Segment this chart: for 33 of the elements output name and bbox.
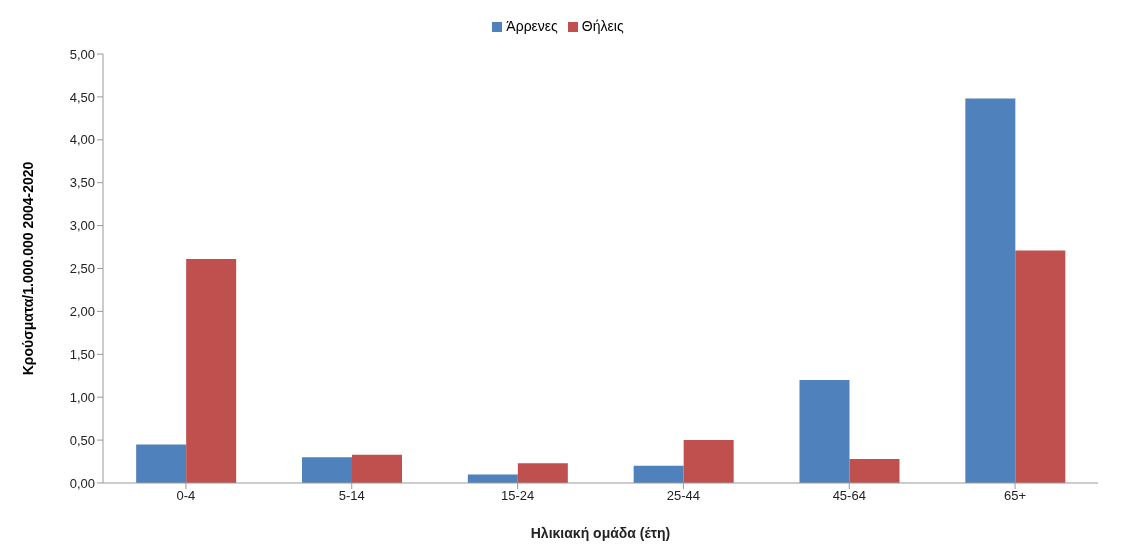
y-tick-label: 2,50 [69,261,95,277]
y-tick-label: 3,50 [69,175,95,191]
bar [1015,250,1066,483]
x-axis-title: Ηλικιακή ομάδα (έτη) [530,525,671,541]
y-tick-label: 2,00 [69,304,95,320]
x-tick-label: 5-14 [338,488,365,504]
y-tick-label: 4,00 [69,132,95,148]
bar [186,259,237,483]
y-tick-label: 3,00 [69,218,95,234]
bar [352,454,402,483]
bar [136,444,187,483]
bar [799,380,850,483]
bar [965,98,1016,483]
y-axis-title: Κρούσματα/1.000.000 2004-2020 [19,161,36,376]
y-tick-label: 1,50 [69,346,95,362]
y-tick-label: 4,50 [69,89,95,105]
y-tick-label: 0,50 [69,432,95,448]
legend-label: Θήλεις [581,18,624,34]
y-tick-label: 0,00 [69,475,95,491]
bar [467,474,518,483]
x-tick-label: 65+ [1004,488,1027,504]
x-tick-label: 25-44 [666,488,701,504]
x-tick-label: 45-64 [832,488,866,504]
bar [517,463,568,483]
y-tick-label: 5,00 [69,46,95,62]
bar [302,457,352,483]
x-tick-label: 15-24 [500,488,535,504]
x-tick-label: 0-4 [176,488,196,504]
bar [633,465,684,483]
y-tick-label: 1,00 [69,389,95,405]
legend-label: Άρρενες [506,18,558,34]
bar [849,458,900,483]
bar [683,440,734,483]
